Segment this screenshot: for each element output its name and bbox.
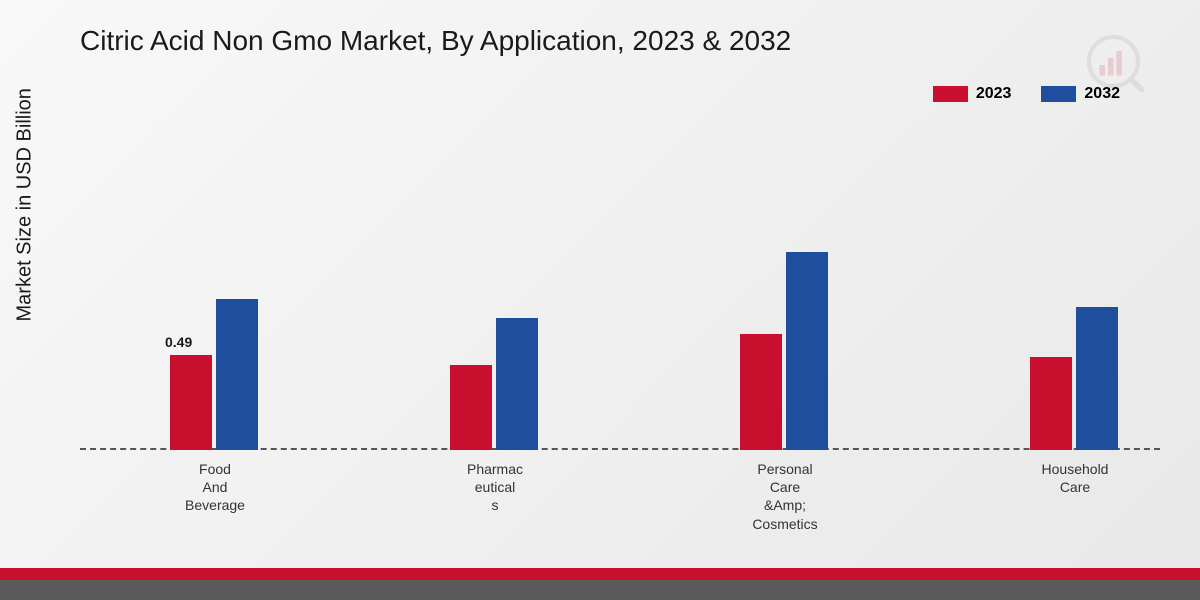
bar-2023 — [1030, 357, 1072, 450]
footer-gray-bar — [0, 580, 1200, 600]
footer-stripe — [0, 568, 1200, 600]
x-category-label: PersonalCare&Amp;Cosmetics — [720, 460, 850, 533]
y-axis-label: Market Size in USD Billion — [14, 88, 37, 321]
bar-group — [740, 252, 828, 450]
bar-2023 — [450, 365, 492, 450]
legend-item-2032: 2032 — [1041, 85, 1120, 103]
x-category-label: HouseholdCare — [1010, 460, 1140, 496]
bar-2032 — [496, 318, 538, 450]
legend-item-2023: 2023 — [933, 85, 1012, 103]
bar-value-label: 0.49 — [165, 334, 192, 350]
legend-swatch-2032 — [1041, 86, 1076, 102]
bar-2032 — [1076, 307, 1118, 450]
bar-2023 — [740, 334, 782, 450]
bar-2032 — [216, 299, 258, 450]
bar-group — [1030, 307, 1118, 450]
chart-plot-area: FoodAndBeveragePharmaceuticalsPersonalCa… — [80, 140, 1160, 450]
footer-red-bar — [0, 568, 1200, 580]
bar-2023 — [170, 355, 212, 450]
chart-title: Citric Acid Non Gmo Market, By Applicati… — [80, 25, 791, 57]
legend-label-2032: 2032 — [1084, 85, 1120, 103]
bar-group — [450, 318, 538, 450]
legend-label-2023: 2023 — [976, 85, 1012, 103]
x-category-label: Pharmaceuticals — [430, 460, 560, 515]
x-category-label: FoodAndBeverage — [150, 460, 280, 515]
bar-group — [170, 299, 258, 450]
legend: 2023 2032 — [933, 85, 1120, 103]
bar-2032 — [786, 252, 828, 450]
legend-swatch-2023 — [933, 86, 968, 102]
